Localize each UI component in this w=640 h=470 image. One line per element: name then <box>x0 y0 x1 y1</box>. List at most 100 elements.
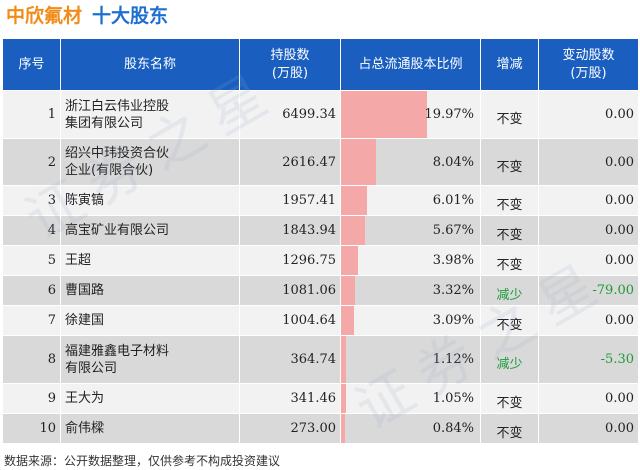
cell-ratio: 0.84% <box>340 413 481 444</box>
table-row: 2 绍兴中玮投资合伙 企业(有限合伙) 2616.47 8.04% 不变 0.00 <box>2 138 639 186</box>
cell-change: 不变 <box>480 90 539 139</box>
ratio-value: 1.12% <box>432 352 474 367</box>
cell-change-shares: 0.00 <box>538 90 639 139</box>
table-row: 4 高宝矿业有限公司 1843.94 5.67% 不变 0.00 <box>2 215 639 246</box>
cell-index: 7 <box>2 305 61 336</box>
ratio-value: 3.98% <box>432 253 474 268</box>
ratio-value: 0.84% <box>432 421 474 436</box>
cell-change-shares: -79.00 <box>538 275 639 306</box>
ratio-bar <box>341 384 346 413</box>
cell-change-shares: 0.00 <box>538 215 639 246</box>
cell-change: 不变 <box>480 215 539 246</box>
cell-ratio: 5.67% <box>340 215 481 246</box>
ratio-value: 6.01% <box>432 193 474 208</box>
shareholder-name-line1: 绍兴中玮投资合伙 <box>65 146 170 161</box>
cell-shareholder-name: 曹国路 <box>60 275 240 306</box>
cell-index: 5 <box>2 245 61 276</box>
cell-shareholder-name: 浙江白云伟业控股 集团有限公司 <box>60 90 240 139</box>
cell-change: 减少 <box>480 335 539 384</box>
cell-ratio: 3.09% <box>340 305 481 336</box>
cell-change-shares: 0.00 <box>538 185 639 216</box>
cell-shares: 1081.06 <box>239 275 341 306</box>
cell-index: 10 <box>2 413 61 444</box>
table-row: 3 陈寅镐 1957.41 6.01% 不变 0.00 <box>2 185 639 216</box>
cell-index: 9 <box>2 383 61 414</box>
ratio-value: 5.67% <box>432 223 474 238</box>
cell-ratio: 1.05% <box>340 383 481 414</box>
cell-change-shares: -5.30 <box>538 335 639 384</box>
cell-ratio: 8.04% <box>340 138 481 186</box>
shareholder-name-line2: 集团有限公司 <box>65 115 144 131</box>
cell-shareholder-name: 福建雅鑫电子材料 有限公司 <box>60 335 240 384</box>
shareholder-name-line1: 高宝矿业有限公司 <box>65 223 170 238</box>
shareholder-name-line2: 有限公司 <box>65 360 118 376</box>
cell-change-shares: 0.00 <box>538 305 639 336</box>
cell-change-shares: 0.00 <box>538 383 639 414</box>
cell-index: 4 <box>2 215 61 246</box>
table-row: 5 王超 1296.75 3.98% 不变 0.00 <box>2 245 639 276</box>
table-row: 9 王大为 341.46 1.05% 不变 0.00 <box>2 383 639 414</box>
cell-shareholder-name: 俞伟樑 <box>60 413 240 444</box>
ratio-bar <box>341 139 376 185</box>
ratio-bar <box>341 414 345 443</box>
ratio-value: 3.09% <box>432 313 474 328</box>
cell-shares: 1843.94 <box>239 215 341 246</box>
table-row: 6 曹国路 1081.06 3.32% 减少 -79.00 <box>2 275 639 306</box>
ratio-bar <box>341 246 359 275</box>
ratio-bar <box>341 216 366 245</box>
table-row: 8 福建雅鑫电子材料 有限公司 364.74 1.12% 减少 -5.30 <box>2 335 639 384</box>
col-header-change-shares-line1: 变动股数 <box>562 47 615 63</box>
col-header-name: 股东名称 <box>60 38 240 91</box>
cell-shareholder-name: 王大为 <box>60 383 240 414</box>
cell-change: 不变 <box>480 245 539 276</box>
ratio-bar <box>341 186 367 215</box>
cell-change-shares: 0.00 <box>538 413 639 444</box>
ratio-value: 8.04% <box>432 154 474 170</box>
col-header-shares-line2: (万股) <box>271 65 309 81</box>
shareholders-table: 序号 股东名称 持股数 (万股) 占总流通股本比例 增减 变动股数 (万股) 1 浙江… <box>2 38 639 444</box>
cell-index: 1 <box>2 90 61 139</box>
cell-ratio: 3.98% <box>340 245 481 276</box>
cell-shareholder-name: 高宝矿业有限公司 <box>60 215 240 246</box>
cell-change-shares: 0.00 <box>538 138 639 186</box>
shareholder-name-line1: 浙江白云伟业控股 <box>65 98 170 114</box>
cell-ratio: 19.97% <box>340 90 481 139</box>
cell-index: 6 <box>2 275 61 306</box>
cell-change: 减少 <box>480 275 539 306</box>
cell-change: 不变 <box>480 138 539 186</box>
table-row: 10 俞伟樑 273.00 0.84% 不变 0.00 <box>2 413 639 444</box>
col-header-index: 序号 <box>2 38 61 91</box>
cell-ratio: 3.32% <box>340 275 481 306</box>
table-row: 7 徐建国 1004.64 3.09% 不变 0.00 <box>2 305 639 336</box>
shareholder-name-line1: 陈寅镐 <box>65 193 105 208</box>
cell-index: 2 <box>2 138 61 186</box>
ratio-bar <box>341 276 356 305</box>
cell-shares: 1957.41 <box>239 185 341 216</box>
ratio-value: 3.32% <box>432 283 474 298</box>
shareholder-name-line1: 福建雅鑫电子材料 <box>65 343 170 359</box>
cell-change: 不变 <box>480 185 539 216</box>
table-header-row: 序号 股东名称 持股数 (万股) 占总流通股本比例 增减 变动股数 (万股) <box>2 38 639 91</box>
page-subtitle: 十大股东 <box>92 5 169 27</box>
col-header-change-shares: 变动股数 (万股) <box>538 38 639 91</box>
cell-shareholder-name: 陈寅镐 <box>60 185 240 216</box>
cell-shares: 6499.34 <box>239 90 341 139</box>
cell-change: 不变 <box>480 383 539 414</box>
cell-shares: 2616.47 <box>239 138 341 186</box>
shareholder-name-line1: 王大为 <box>65 391 105 406</box>
table-row: 1 浙江白云伟业控股 集团有限公司 6499.34 19.97% 不变 0.00 <box>2 90 639 139</box>
ratio-bar <box>341 336 346 383</box>
ratio-value: 1.05% <box>432 391 474 406</box>
page-title: 中欣氟材 十大股东 <box>6 2 168 30</box>
shareholder-name-line1: 俞伟樑 <box>65 421 105 436</box>
ratio-value: 19.97% <box>424 107 474 122</box>
col-header-ratio: 占总流通股本比例 <box>340 38 481 91</box>
col-header-change-shares-line2: (万股) <box>570 65 607 81</box>
col-header-shares: 持股数 (万股) <box>239 38 341 91</box>
cell-shareholder-name: 王超 <box>60 245 240 276</box>
col-header-shares-line1: 持股数 <box>270 47 310 63</box>
cell-shares: 1296.75 <box>239 245 341 276</box>
cell-shares: 341.46 <box>239 383 341 414</box>
col-header-change: 增减 <box>480 38 539 91</box>
cell-change-shares: 0.00 <box>538 245 639 276</box>
